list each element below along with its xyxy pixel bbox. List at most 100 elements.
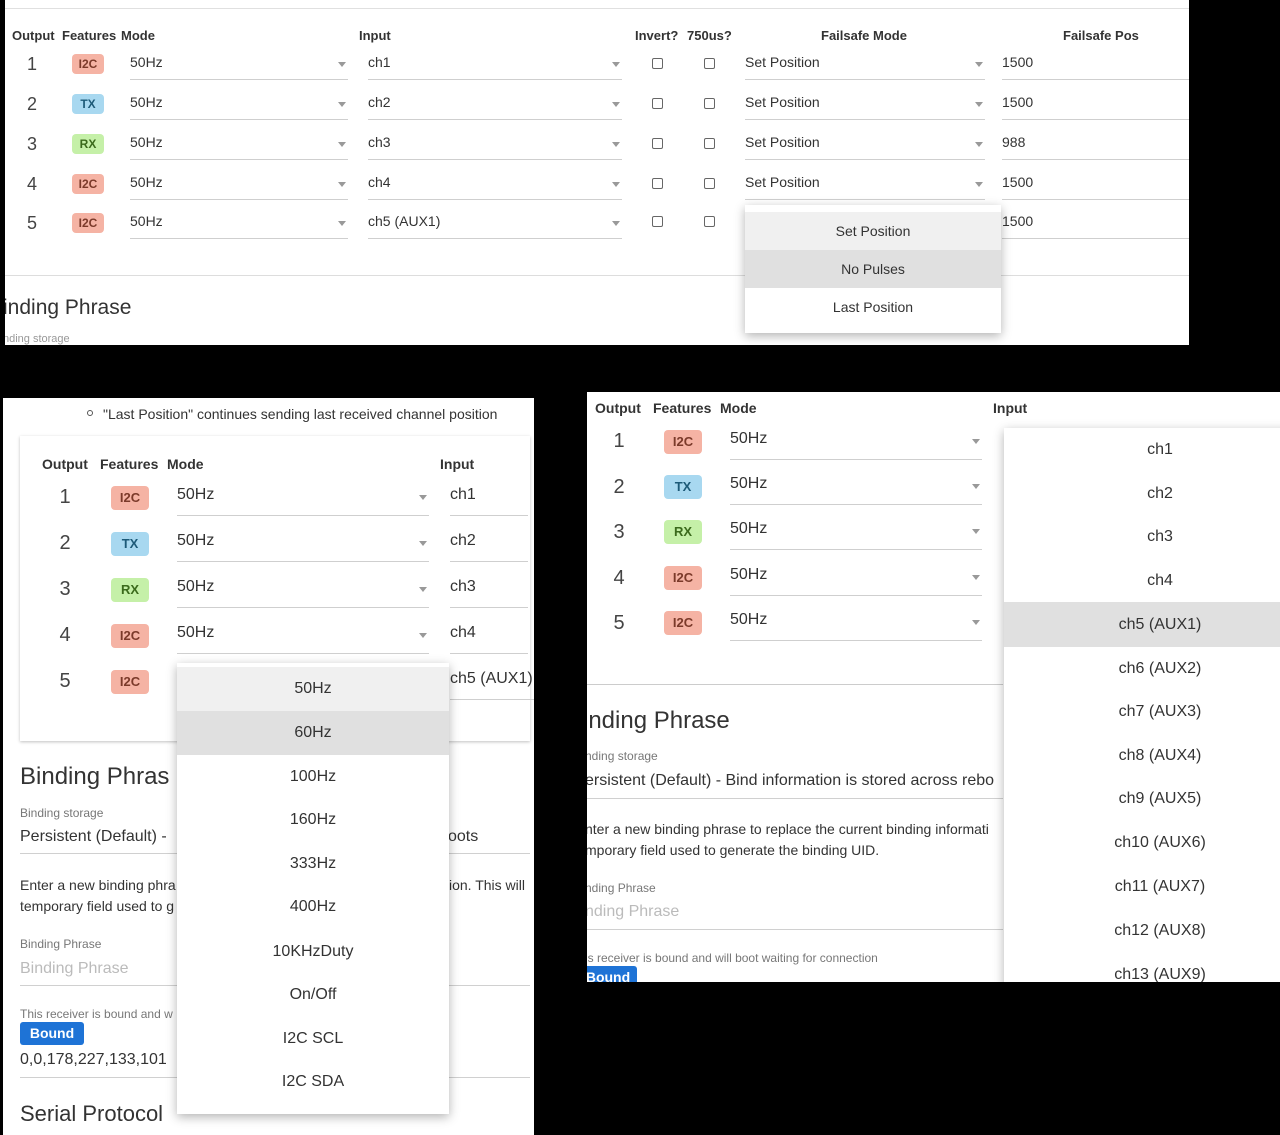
chevron-down-icon	[612, 142, 620, 147]
chevron-down-icon	[338, 102, 346, 107]
bound-badge: Bound	[20, 1022, 84, 1045]
header-input: Input	[993, 400, 1028, 416]
failsafe-pos-input[interactable]: 1500	[1002, 174, 1189, 200]
750us-checkbox[interactable]	[704, 138, 715, 149]
invert-checkbox[interactable]	[652, 58, 663, 69]
failsafe-mode-select[interactable]: Set Position	[745, 54, 985, 80]
output-number: 3	[26, 134, 37, 154]
binding-storage-value[interactable]: Persistent (Default) -	[20, 828, 167, 845]
binding-phrase-input[interactable]: Binding Phrase	[20, 960, 129, 977]
mode-select[interactable]: 50Hz	[177, 486, 429, 516]
input-select[interactable]: ch5 (AUX1)	[368, 213, 622, 239]
mode-option[interactable]: 100Hz	[289, 768, 337, 785]
input-option[interactable]: ch9 (AUX5)	[1118, 790, 1202, 807]
mode-option[interactable]: 400Hz	[289, 898, 337, 915]
failsafe-option-set-position[interactable]: Set Position	[745, 212, 1001, 250]
feature-badge: RX	[111, 578, 149, 602]
mode-option[interactable]: 60Hz	[177, 711, 449, 755]
failsafe-option-no-pulses[interactable]: No Pulses	[745, 250, 1001, 288]
mode-option[interactable]: 10KHzDuty	[272, 943, 354, 960]
chevron-down-icon	[972, 575, 980, 580]
mode-select[interactable]: 50Hz	[730, 520, 982, 550]
chevron-down-icon	[972, 529, 980, 534]
750us-checkbox[interactable]	[704, 216, 715, 227]
input-select[interactable]: ch3	[450, 578, 528, 608]
chevron-down-icon	[419, 633, 427, 638]
binding-description-line1-tail: ion. This will	[449, 877, 525, 893]
input-option[interactable]: ch8 (AUX4)	[1118, 747, 1202, 764]
section-divider	[5, 275, 1189, 276]
mode-select[interactable]: 50Hz	[130, 54, 348, 80]
failsafe-mode-select[interactable]: Set Position	[745, 94, 985, 120]
mode-option[interactable]: I2C SDA	[281, 1073, 345, 1090]
input-select[interactable]: ch2	[450, 532, 528, 562]
mode-option[interactable]: On/Off	[289, 986, 337, 1003]
output-number: 5	[59, 670, 71, 692]
mode-select[interactable]: 50Hz	[177, 624, 429, 654]
input-option-selected[interactable]: ch5 (AUX1)	[1004, 602, 1280, 647]
mode-option[interactable]: 50Hz	[177, 667, 449, 711]
chevron-down-icon	[975, 102, 983, 107]
chevron-down-icon	[975, 62, 983, 67]
750us-checkbox[interactable]	[704, 178, 715, 189]
invert-checkbox[interactable]	[652, 98, 663, 109]
failsafe-pos-input[interactable]: 1500	[1002, 94, 1189, 120]
binding-storage-value[interactable]: ersistent (Default) - Bind information i…	[587, 772, 995, 789]
failsafe-pos-input[interactable]: 988	[1002, 134, 1189, 160]
binding-phrase-underline	[587, 929, 1003, 930]
mode-select[interactable]: 50Hz	[130, 134, 348, 160]
serial-protocol-heading: Serial Protocol	[20, 1101, 164, 1126]
input-option[interactable]: ch13 (AUX9)	[1114, 966, 1206, 982]
input-select[interactable]: ch1	[368, 54, 622, 80]
input-option[interactable]: ch3	[1147, 528, 1173, 545]
mode-select[interactable]: 50Hz	[130, 213, 348, 239]
panel-bottom-left: "Last Position" continues sending last r…	[3, 398, 534, 1135]
binding-phrase-heading: Binding Phras	[20, 763, 170, 790]
header-failsafe-pos: Failsafe Pos	[1063, 28, 1139, 43]
mode-select[interactable]: 50Hz	[177, 578, 429, 608]
failsafe-mode-select[interactable]: Set Position	[745, 134, 985, 160]
mode-select[interactable]: 50Hz	[177, 532, 429, 562]
header-750us: 750us?	[687, 28, 732, 43]
binding-phrase-label: nding Phrase	[587, 881, 656, 895]
input-option[interactable]: ch2	[1147, 485, 1173, 502]
input-option[interactable]: ch12 (AUX8)	[1114, 922, 1206, 939]
750us-checkbox[interactable]	[704, 58, 715, 69]
header-output: Output	[12, 28, 55, 43]
invert-checkbox[interactable]	[652, 138, 663, 149]
mode-option[interactable]: 160Hz	[289, 811, 337, 828]
input-option[interactable]: ch11 (AUX7)	[1114, 878, 1206, 895]
failsafe-pos-input[interactable]: 1500	[1002, 213, 1189, 239]
mode-select[interactable]: 50Hz	[730, 566, 982, 596]
chevron-down-icon	[612, 102, 620, 107]
mode-select[interactable]: 50Hz	[730, 430, 982, 460]
input-select[interactable]: ch4	[450, 624, 528, 654]
input-select[interactable]: ch1	[450, 486, 528, 516]
input-option[interactable]: ch7 (AUX3)	[1118, 703, 1202, 720]
input-option[interactable]: ch10 (AUX6)	[1114, 834, 1206, 851]
input-option[interactable]: ch6 (AUX2)	[1118, 660, 1202, 677]
mode-select[interactable]: 50Hz	[130, 174, 348, 200]
input-select[interactable]: ch5 (AUX1)	[450, 670, 534, 700]
failsafe-option-last-position[interactable]: Last Position	[832, 299, 914, 315]
invert-checkbox[interactable]	[652, 178, 663, 189]
mode-option[interactable]: I2C SCL	[282, 1030, 344, 1047]
mode-select[interactable]: 50Hz	[730, 611, 982, 641]
invert-checkbox[interactable]	[652, 216, 663, 227]
input-option[interactable]: ch4	[1147, 572, 1173, 589]
mode-select[interactable]: 50Hz	[730, 475, 982, 505]
input-select[interactable]: ch4	[368, 174, 622, 200]
input-select[interactable]: ch2	[368, 94, 622, 120]
750us-checkbox[interactable]	[704, 98, 715, 109]
mode-select[interactable]: 50Hz	[130, 94, 348, 120]
binding-storage-underline	[587, 798, 1003, 799]
mode-option[interactable]: 333Hz	[289, 855, 337, 872]
binding-description-line2: temporary field used to g	[20, 898, 175, 914]
output-number: 3	[613, 521, 625, 543]
failsafe-mode-select[interactable]: Set Position	[745, 174, 985, 200]
chevron-down-icon	[972, 620, 980, 625]
input-option[interactable]: ch1	[1147, 441, 1173, 458]
failsafe-pos-input[interactable]: 1500	[1002, 54, 1189, 80]
binding-phrase-input[interactable]: nding Phrase	[587, 903, 680, 920]
input-select[interactable]: ch3	[368, 134, 622, 160]
